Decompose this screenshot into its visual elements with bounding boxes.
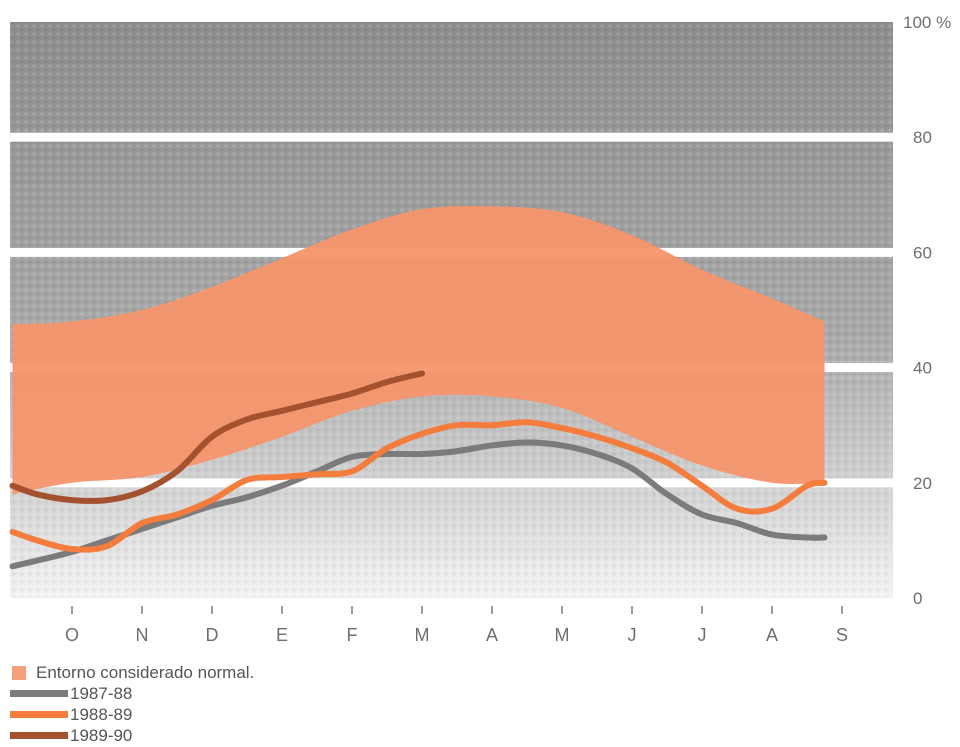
x-tick-label-J: J xyxy=(628,625,637,645)
x-tick-label-M: M xyxy=(415,625,430,645)
x-tick-label-M: M xyxy=(555,625,570,645)
legend-item-1989-90: 1989-90 xyxy=(10,725,254,746)
legend-label-1988-89: 1988-89 xyxy=(70,704,133,724)
series-line-1987-88 xyxy=(9,439,828,570)
legend-item-normal: Entorno considerado normal. xyxy=(10,662,254,683)
legend-item-1988-89: 1988-89 xyxy=(10,704,254,725)
y-tick-label: 0 xyxy=(913,589,922,608)
x-tick-label-D: D xyxy=(206,625,219,645)
chart: O N D E F M A M J J A S 0 20 40 60 80 100 % xyxy=(9,13,951,645)
x-tick-label-A: A xyxy=(766,625,778,645)
y-tick-label: 100 % xyxy=(903,13,951,32)
legend: Entorno considerado normal. 1987-88 1988… xyxy=(10,662,254,746)
y-tick-label: 60 xyxy=(913,243,932,262)
normal-range-swatch xyxy=(12,665,26,680)
series-1989-90-swatch xyxy=(10,732,68,739)
x-tick-label-E: E xyxy=(276,625,288,645)
series-line-1989-90 xyxy=(9,370,425,504)
series-1988-89-swatch xyxy=(10,711,68,718)
gridline xyxy=(10,478,893,488)
gridline xyxy=(10,132,893,142)
series-1987-88-swatch xyxy=(10,690,68,697)
legend-label-1987-88: 1987-88 xyxy=(70,683,133,703)
x-tick-label-N: N xyxy=(136,625,149,645)
x-tick-label-O: O xyxy=(65,625,79,645)
y-tick-label: 80 xyxy=(913,128,932,147)
x-tick-label-S: S xyxy=(836,625,848,645)
x-tick-label-F: F xyxy=(347,625,358,645)
y-tick-label: 20 xyxy=(913,474,932,493)
x-tick-label-J: J xyxy=(698,625,707,645)
legend-label-1989-90: 1989-90 xyxy=(70,725,133,745)
legend-item-1987-88: 1987-88 xyxy=(10,683,254,704)
series-line-1988-89 xyxy=(9,419,828,553)
legend-label-normal: Entorno considerado normal. xyxy=(36,662,255,682)
normal-range-band xyxy=(12,205,825,495)
y-tick-label: 40 xyxy=(913,359,932,378)
x-tick-label-A: A xyxy=(486,625,498,645)
